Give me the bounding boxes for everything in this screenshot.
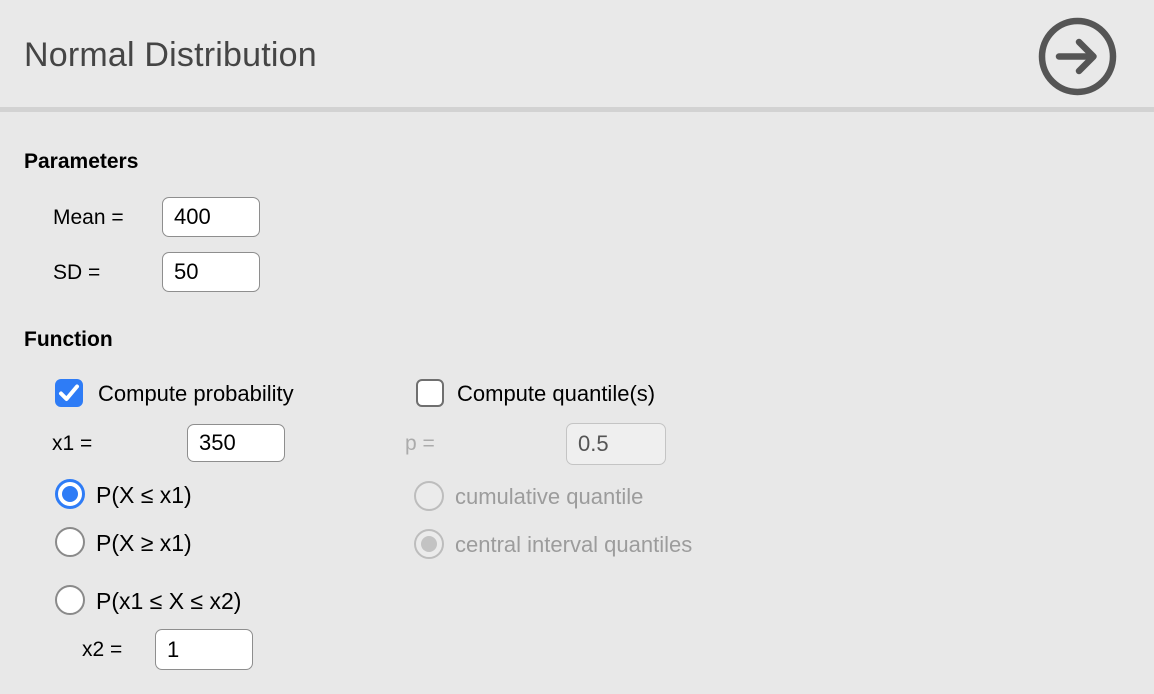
mean-input[interactable] xyxy=(162,197,260,237)
x2-label: x2 = xyxy=(82,638,123,661)
radio-cumulative-quantile-label: cumulative quantile xyxy=(455,484,644,509)
radio-p-x-le-x1[interactable] xyxy=(55,479,85,509)
function-heading: Function xyxy=(24,328,113,351)
arrow-right-circle-icon xyxy=(1038,17,1117,99)
next-arrow-button[interactable] xyxy=(1038,17,1117,96)
mean-label: Mean = xyxy=(53,206,124,229)
p-input xyxy=(566,423,666,465)
page-title: Normal Distribution xyxy=(24,36,317,74)
sd-label: SD = xyxy=(53,261,101,284)
radio-cumulative-quantile xyxy=(414,481,444,511)
radio-p-x1-le-x-le-x2-label: P(x1 ≤ X ≤ x2) xyxy=(96,588,242,614)
radio-central-interval-quantiles xyxy=(414,529,444,559)
radio-central-interval-quantiles-label: central interval quantiles xyxy=(455,532,693,557)
x1-label: x1 = xyxy=(52,432,93,455)
compute-quantile-checkbox[interactable] xyxy=(416,379,444,407)
radio-p-x-le-x1-label: P(X ≤ x1) xyxy=(96,482,192,508)
compute-probability-label: Compute probability xyxy=(98,381,294,406)
p-label: p = xyxy=(405,432,435,455)
parameters-heading: Parameters xyxy=(24,150,139,173)
header: Normal Distribution xyxy=(0,0,1154,112)
radio-p-x-ge-x1[interactable] xyxy=(55,527,85,557)
x2-input[interactable] xyxy=(155,629,253,670)
sd-input[interactable] xyxy=(162,252,260,292)
compute-quantile-label: Compute quantile(s) xyxy=(457,381,656,406)
x1-input[interactable] xyxy=(187,424,285,462)
radio-p-x-ge-x1-label: P(X ≥ x1) xyxy=(96,530,192,556)
compute-probability-checkbox[interactable] xyxy=(55,379,83,407)
radio-p-x1-le-x-le-x2[interactable] xyxy=(55,585,85,615)
